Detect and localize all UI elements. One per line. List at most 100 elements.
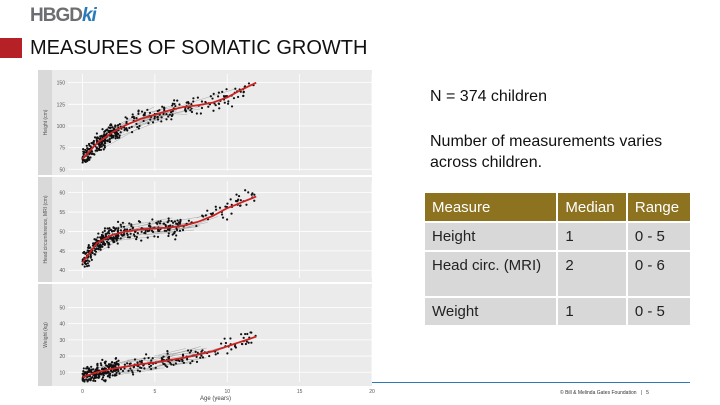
data-point — [216, 352, 219, 355]
data-point — [104, 367, 107, 370]
data-point — [95, 146, 98, 149]
data-point — [119, 223, 122, 226]
data-point — [250, 341, 253, 344]
trajectory-line — [103, 131, 125, 145]
data-point — [161, 105, 164, 108]
data-point — [82, 369, 85, 373]
data-point — [118, 123, 121, 126]
data-point — [156, 118, 160, 121]
data-point — [114, 227, 118, 230]
data-point — [123, 233, 126, 236]
data-point — [86, 380, 89, 383]
data-point — [90, 150, 94, 153]
y-tick-label: 100 — [57, 124, 66, 130]
data-point — [117, 227, 120, 230]
data-point — [175, 222, 178, 225]
data-point — [104, 379, 107, 382]
header-measure: Measure — [425, 193, 558, 222]
data-point — [165, 229, 168, 232]
trajectory-line — [139, 116, 171, 125]
data-point — [128, 236, 131, 239]
data-point — [109, 126, 112, 130]
data-point — [131, 227, 134, 230]
data-point — [90, 258, 93, 261]
data-point — [95, 247, 98, 250]
trajectory-line — [158, 347, 207, 357]
data-point — [232, 97, 236, 100]
data-point — [81, 159, 85, 162]
data-point — [221, 216, 225, 219]
data-point — [249, 331, 252, 334]
data-point — [181, 228, 185, 232]
data-point — [82, 148, 85, 151]
data-point — [212, 92, 215, 95]
data-point — [87, 368, 91, 371]
trend-line — [82, 335, 257, 378]
trajectory-line — [113, 119, 163, 139]
trend-line — [81, 195, 257, 264]
y-tick-label: 40 — [59, 322, 65, 328]
data-point — [83, 380, 86, 383]
data-point — [101, 231, 104, 234]
data-point — [100, 141, 104, 144]
trajectory-line — [142, 217, 173, 224]
data-point — [202, 215, 205, 218]
data-point — [114, 125, 117, 128]
data-point — [166, 350, 169, 353]
data-point — [147, 356, 150, 360]
data-point — [114, 237, 117, 240]
data-point — [103, 146, 106, 149]
data-point — [119, 131, 122, 134]
data-point — [103, 133, 107, 137]
data-point — [153, 117, 156, 120]
y-axis-label: Head circumference, MRI (cm) — [43, 195, 49, 263]
data-point — [174, 104, 177, 108]
data-point — [167, 232, 170, 235]
footer-copyright: © Bill & Melinda Gates Foundation — [560, 390, 637, 396]
cell-measure: Height — [425, 221, 558, 251]
data-point — [95, 132, 98, 135]
data-point — [83, 250, 86, 254]
y-axis-label: Weight (kg) — [43, 322, 49, 348]
data-point — [211, 97, 214, 100]
data-point — [148, 222, 151, 225]
y-tick-label: 10 — [59, 370, 65, 376]
data-point — [120, 225, 123, 228]
data-point — [214, 353, 217, 356]
data-point — [93, 136, 97, 139]
data-point — [103, 229, 106, 233]
data-point — [144, 229, 147, 233]
data-point — [189, 349, 193, 352]
data-point — [235, 200, 239, 203]
data-point — [150, 359, 153, 362]
data-point — [104, 372, 107, 375]
data-point — [82, 150, 85, 153]
data-point — [138, 360, 141, 363]
data-point — [103, 130, 106, 133]
data-point — [195, 360, 199, 363]
data-point — [223, 101, 226, 104]
data-point — [123, 367, 126, 370]
data-point — [129, 232, 132, 235]
data-point — [114, 363, 117, 366]
data-point — [199, 112, 202, 115]
data-point — [172, 363, 175, 366]
data-point — [242, 90, 245, 93]
data-point — [107, 243, 110, 246]
data-point — [96, 369, 100, 372]
trajectory-line — [157, 363, 188, 366]
data-point — [96, 236, 99, 239]
trend-line — [81, 81, 257, 160]
data-point — [107, 229, 111, 232]
data-point — [84, 262, 87, 265]
data-point — [116, 228, 120, 232]
trajectory-line — [171, 346, 201, 356]
data-point — [103, 242, 107, 246]
data-point — [199, 356, 202, 359]
data-point — [97, 137, 100, 140]
data-point — [156, 235, 160, 238]
data-point — [166, 228, 170, 231]
data-point — [100, 233, 104, 237]
data-point — [174, 362, 177, 365]
data-point — [93, 375, 97, 378]
